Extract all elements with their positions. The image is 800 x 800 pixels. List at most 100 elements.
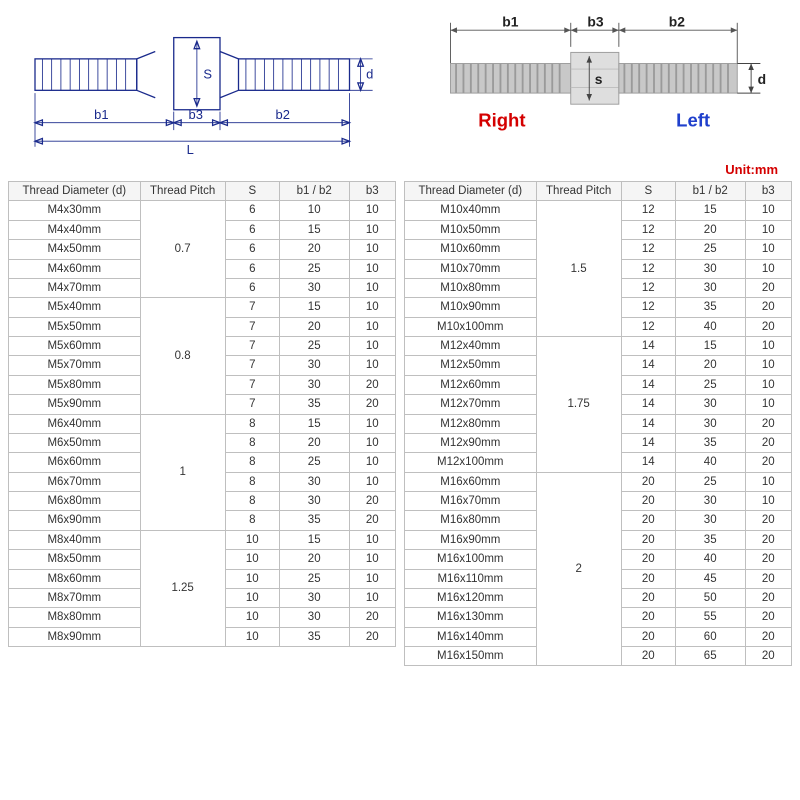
cell-s: 10 bbox=[225, 627, 279, 646]
cell-b1b2: 10 bbox=[279, 201, 349, 220]
cell-diameter: M6x90mm bbox=[9, 511, 141, 530]
cell-pitch: 0.7 bbox=[140, 201, 225, 298]
cell-s: 6 bbox=[225, 201, 279, 220]
cell-b1b2: 30 bbox=[675, 259, 745, 278]
cell-diameter: M8x90mm bbox=[9, 627, 141, 646]
cell-b3: 10 bbox=[349, 453, 395, 472]
cell-diameter: M8x50mm bbox=[9, 550, 141, 569]
cell-diameter: M5x60mm bbox=[9, 337, 141, 356]
cell-s: 6 bbox=[225, 259, 279, 278]
cell-diameter: M10x50mm bbox=[405, 220, 537, 239]
cell-s: 12 bbox=[621, 317, 675, 336]
cell-b1b2: 35 bbox=[675, 530, 745, 549]
cell-s: 7 bbox=[225, 317, 279, 336]
cell-s: 10 bbox=[225, 569, 279, 588]
col-thread-pitch: Thread Pitch bbox=[536, 182, 621, 201]
cell-diameter: M5x90mm bbox=[9, 395, 141, 414]
cell-s: 12 bbox=[621, 278, 675, 297]
table-row: M4x30mm0.761010 bbox=[9, 201, 396, 220]
photo-label-b2: b2 bbox=[669, 14, 685, 30]
cell-b3: 20 bbox=[745, 608, 791, 627]
spec-table-left: Thread Diameter (d) Thread Pitch S b1 / … bbox=[8, 181, 396, 647]
cell-b3: 10 bbox=[349, 240, 395, 259]
cell-b1b2: 50 bbox=[675, 588, 745, 607]
cell-s: 8 bbox=[225, 472, 279, 491]
cell-diameter: M5x40mm bbox=[9, 298, 141, 317]
cell-s: 7 bbox=[225, 356, 279, 375]
photo-label-s: s bbox=[595, 71, 603, 87]
cell-b1b2: 15 bbox=[279, 220, 349, 239]
cell-diameter: M4x30mm bbox=[9, 201, 141, 220]
cell-diameter: M10x100mm bbox=[405, 317, 537, 336]
cell-b3: 20 bbox=[745, 627, 791, 646]
cell-b3: 10 bbox=[349, 356, 395, 375]
cell-diameter: M10x80mm bbox=[405, 278, 537, 297]
col-s: S bbox=[225, 182, 279, 201]
cell-diameter: M12x60mm bbox=[405, 375, 537, 394]
cell-b3: 20 bbox=[349, 375, 395, 394]
cell-b1b2: 35 bbox=[279, 511, 349, 530]
table-row: M6x40mm181510 bbox=[9, 414, 396, 433]
cell-b1b2: 15 bbox=[279, 530, 349, 549]
cell-s: 20 bbox=[621, 511, 675, 530]
cell-s: 20 bbox=[621, 530, 675, 549]
cell-diameter: M16x130mm bbox=[405, 608, 537, 627]
cell-s: 20 bbox=[621, 608, 675, 627]
cell-diameter: M16x140mm bbox=[405, 627, 537, 646]
cell-s: 10 bbox=[225, 588, 279, 607]
cell-diameter: M12x40mm bbox=[405, 337, 537, 356]
cell-s: 20 bbox=[621, 588, 675, 607]
cell-b3: 10 bbox=[745, 259, 791, 278]
cell-diameter: M16x80mm bbox=[405, 511, 537, 530]
cell-b1b2: 45 bbox=[675, 569, 745, 588]
cell-b1b2: 20 bbox=[279, 550, 349, 569]
table-header-row: Thread Diameter (d) Thread Pitch S b1 / … bbox=[9, 182, 396, 201]
table-row: M16x60mm2202510 bbox=[405, 472, 792, 491]
cell-s: 8 bbox=[225, 492, 279, 511]
cell-diameter: M16x110mm bbox=[405, 569, 537, 588]
label-b1: b1 bbox=[94, 107, 108, 122]
cell-s: 14 bbox=[621, 414, 675, 433]
cell-s: 20 bbox=[621, 472, 675, 491]
cell-b1b2: 15 bbox=[675, 337, 745, 356]
cell-b1b2: 40 bbox=[675, 453, 745, 472]
col-b1b2: b1 / b2 bbox=[675, 182, 745, 201]
cell-b3: 20 bbox=[745, 511, 791, 530]
cell-pitch: 2 bbox=[536, 472, 621, 666]
cell-b1b2: 30 bbox=[675, 395, 745, 414]
cell-b1b2: 30 bbox=[279, 375, 349, 394]
cell-s: 6 bbox=[225, 278, 279, 297]
cell-b3: 20 bbox=[745, 278, 791, 297]
cell-s: 10 bbox=[225, 530, 279, 549]
cell-s: 10 bbox=[225, 550, 279, 569]
label-b3: b3 bbox=[189, 107, 203, 122]
cell-s: 20 bbox=[621, 647, 675, 666]
cell-diameter: M12x80mm bbox=[405, 414, 537, 433]
cell-b1b2: 35 bbox=[675, 433, 745, 452]
technical-drawing: S d b1 bbox=[8, 8, 395, 156]
label-d: d bbox=[366, 66, 373, 81]
cell-b1b2: 30 bbox=[279, 588, 349, 607]
cell-diameter: M16x70mm bbox=[405, 492, 537, 511]
cell-diameter: M4x70mm bbox=[9, 278, 141, 297]
cell-s: 12 bbox=[621, 298, 675, 317]
cell-diameter: M5x70mm bbox=[9, 356, 141, 375]
cell-diameter: M6x80mm bbox=[9, 492, 141, 511]
cell-b3: 20 bbox=[745, 414, 791, 433]
label-S: S bbox=[203, 66, 212, 81]
cell-s: 12 bbox=[621, 259, 675, 278]
cell-b1b2: 30 bbox=[279, 492, 349, 511]
cell-s: 6 bbox=[225, 240, 279, 259]
cell-b3: 10 bbox=[349, 298, 395, 317]
cell-b1b2: 30 bbox=[675, 511, 745, 530]
cell-b3: 10 bbox=[745, 472, 791, 491]
cell-pitch: 1 bbox=[140, 414, 225, 530]
cell-b1b2: 30 bbox=[279, 472, 349, 491]
cell-b1b2: 40 bbox=[675, 550, 745, 569]
cell-diameter: M10x70mm bbox=[405, 259, 537, 278]
cell-b3: 10 bbox=[349, 317, 395, 336]
cell-b1b2: 25 bbox=[279, 337, 349, 356]
cell-diameter: M16x120mm bbox=[405, 588, 537, 607]
col-thread-pitch: Thread Pitch bbox=[140, 182, 225, 201]
cell-diameter: M6x70mm bbox=[9, 472, 141, 491]
